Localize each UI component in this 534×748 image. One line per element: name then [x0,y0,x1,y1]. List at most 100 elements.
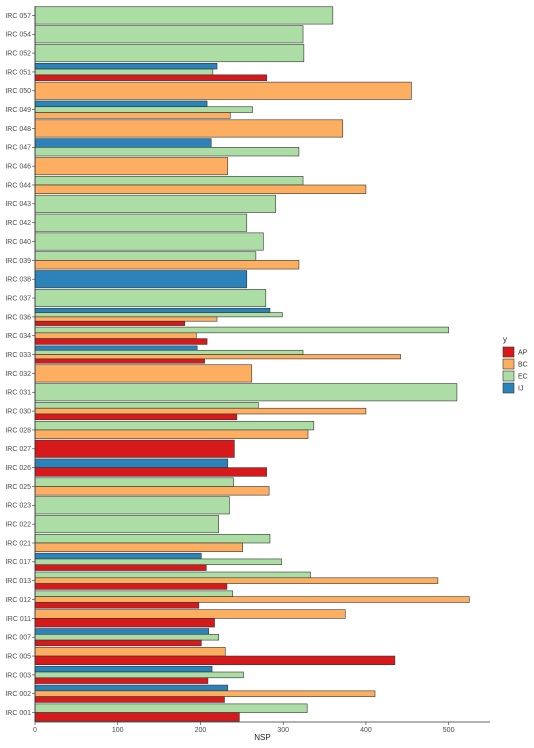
y-tick-label: IRC 017 [5,559,31,566]
bar-irc-001-ap [34,712,240,722]
y-tick-label: IRC 036 [5,314,31,321]
bar-irc-030-ec [34,402,259,409]
bar-irc-032-bc [34,364,253,383]
y-tick-label: IRC 051 [5,69,31,76]
bar-irc-051-ap [34,74,267,81]
y-tick-label: IRC 043 [5,201,31,208]
bar-irc-034-ap [34,338,208,345]
bar-irc-027-ap [34,439,235,458]
bar-irc-057-ec [34,6,334,25]
bar-irc-036-ij [34,307,271,313]
bar-irc-017-ec [34,558,282,566]
bar-irc-039-ec [34,251,257,261]
bar-irc-042-ec [34,213,248,232]
bar-irc-001-ec [34,703,308,713]
y-tick-label: IRC 057 [5,13,31,20]
bar-irc-028-bc [34,429,309,439]
bar-irc-011-bc [34,609,346,619]
x-tick-label: 500 [443,727,455,734]
bar-irc-030-ap [34,413,238,421]
bar-irc-012-bc [34,596,470,603]
bar-irc-044-ec [34,176,304,186]
bar-irc-049-ec [34,106,253,113]
legend-title: y [503,335,507,344]
y-tick-label: IRC 042 [5,220,31,227]
y-tick-label: IRC 005 [5,653,31,660]
y-tick-label: IRC 048 [5,126,31,133]
bar-irc-043-ec [34,194,277,213]
bar-irc-039-bc [34,260,300,270]
bar-irc-040-ec [34,232,264,251]
y-tick-label: IRC 038 [5,277,31,284]
y-tick-label: IRC 047 [5,145,31,152]
bar-irc-023-ec [34,496,230,515]
y-tick-label: IRC 026 [5,465,31,472]
y-tick-label: IRC 012 [5,597,31,604]
bar-irc-047-ij [34,138,212,148]
y-tick-label: IRC 030 [5,409,31,416]
bar-irc-026-ap [34,467,267,477]
legend-key-bc [502,358,515,370]
legend-label-ec: EC [518,374,528,381]
bar-irc-021-bc [34,542,243,552]
y-tick-label: IRC 001 [5,710,31,717]
bar-irc-021-ec [34,534,271,544]
bar-irc-003-ij [34,665,213,673]
legend-label-bc: BC [518,362,528,369]
legend-label-ij: IJ [518,386,523,393]
bar-irc-003-ec [34,671,244,679]
bar-irc-052-ec [34,44,305,63]
y-tick-label: IRC 032 [5,371,31,378]
bar-irc-026-ij [34,458,229,468]
bar-irc-038-ij [34,270,248,289]
x-axis-title: NSP [254,733,270,742]
bar-irc-044-bc [34,184,367,194]
bar-irc-048-bc [34,119,344,138]
legend-key-ij [502,382,515,394]
bar-irc-049-ij [34,100,208,108]
bars-layer [34,6,470,722]
bar-irc-012-ec [34,590,234,597]
y-tick-label: IRC 034 [5,333,31,340]
bar-irc-033-ec [34,349,304,355]
y-tick-label: IRC 049 [5,107,31,114]
x-axis: 0 100 200 300 400 500 [33,721,490,734]
y-tick-label: IRC 031 [5,390,31,397]
bar-irc-007-ap [34,639,202,647]
x-tick-label: 200 [195,727,207,734]
bar-irc-013-ec [34,571,311,579]
bar-irc-030-bc [34,407,367,415]
bar-irc-007-ec [34,634,219,641]
y-tick-label: IRC 025 [5,484,31,491]
bar-irc-025-ec [34,477,234,487]
bar-irc-005-ap [34,655,396,666]
bar-irc-046-bc [34,157,229,176]
bar-irc-033-bc [34,354,401,360]
y-tick-label: IRC 039 [5,258,31,265]
bar-irc-002-bc [34,690,376,697]
y-tick-label: IRC 002 [5,691,31,698]
bar-irc-034-bc [34,332,197,339]
y-tick-label: IRC 021 [5,540,31,547]
bar-irc-054-ec [34,25,304,44]
x-tick-label: 100 [112,727,124,734]
bar-irc-013-bc [34,577,439,584]
bar-irc-002-ap [34,696,225,703]
x-tick-label: 400 [360,727,372,734]
y-tick-label: IRC 044 [5,182,31,189]
x-tick-label: 0 [33,727,37,734]
bar-irc-005-bc [34,647,226,657]
bar-irc-012-ap [34,602,200,609]
bar-irc-002-ij [34,684,229,692]
bar-irc-047-ec [34,147,300,157]
legend-key-ec [502,370,515,382]
legend-label-ap: AP [518,350,528,357]
bar-irc-033-ap [34,358,205,364]
bar-irc-017-ap [34,564,207,571]
y-tick-label: IRC 022 [5,522,31,529]
y-tick-labels: IRC 057 IRC 054 IRC 052 IRC 051 IRC 050 IRC 0… [5,13,35,717]
y-tick-label: IRC 003 [5,672,31,679]
y-tick-label: IRC 054 [5,32,31,39]
bar-irc-025-bc [34,486,270,496]
